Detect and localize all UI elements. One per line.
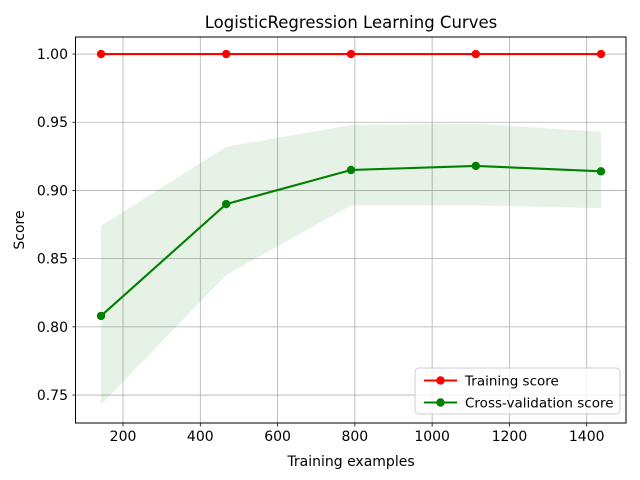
x-tick-label: 800 — [341, 429, 368, 445]
chart-title: LogisticRegression Learning Curves — [205, 13, 497, 32]
data-point-cross-validation-score — [346, 165, 356, 175]
y-tick-label: 0.95 — [37, 115, 68, 131]
legend: Training score Cross-validation score — [414, 367, 621, 415]
plot-border — [75, 36, 627, 424]
x-tick-label: 200 — [110, 429, 137, 445]
y-tick-label: 0.90 — [37, 183, 68, 199]
x-tick-label: 600 — [264, 429, 291, 445]
legend-box — [414, 367, 621, 415]
series-lines — [96, 49, 606, 321]
y-tick-label: 0.85 — [37, 252, 68, 268]
x-axis-label: Training examples — [286, 454, 414, 470]
data-point-cross-validation-score — [596, 167, 606, 176]
y-tick-label: 0.80 — [37, 320, 68, 336]
data-point-training-score — [346, 49, 356, 59]
legend-marker-crossval-icon — [436, 398, 445, 407]
data-point-training-score — [596, 49, 606, 59]
x-tick-label: 1000 — [414, 429, 450, 445]
data-point-training-score — [471, 49, 481, 59]
data-point-training-score — [96, 49, 106, 59]
legend-marker-training-icon — [436, 376, 445, 385]
x-tick-label: 1200 — [492, 429, 528, 445]
cv-std-band-area — [101, 123, 601, 405]
legend-label-crossval: Cross-validation score — [465, 396, 614, 412]
y-tick-label: 0.75 — [37, 388, 68, 404]
cv-std-band — [101, 123, 601, 405]
axis-tick-labels: 200 400 600 800 1000 1200 1400 0.75 0.80 0.85 0.90… — [37, 47, 605, 445]
x-tick-label: 400 — [187, 429, 214, 445]
legend-label-training: Training score — [464, 374, 559, 390]
data-point-cross-validation-score — [471, 161, 481, 171]
data-point-cross-validation-score — [221, 199, 231, 209]
data-point-training-score — [221, 49, 231, 59]
x-tick-label: 1400 — [569, 429, 605, 445]
y-axis-label: Score — [12, 210, 28, 249]
y-tick-label: 1.00 — [37, 47, 68, 63]
data-point-cross-validation-score — [96, 311, 106, 321]
